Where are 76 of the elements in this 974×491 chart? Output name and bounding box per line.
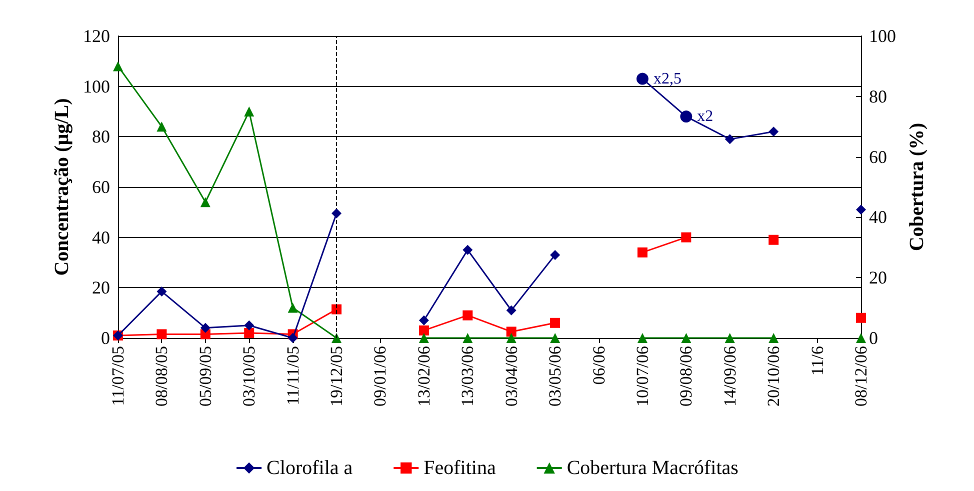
x-tick-label: 14/09/06 [720, 346, 740, 406]
point [506, 305, 516, 316]
point [506, 333, 516, 343]
y2-tick-label: 80 [869, 86, 887, 106]
y-tick-label: 120 [83, 26, 110, 46]
point [244, 106, 254, 116]
legend-label: Cobertura Macrófitas [566, 457, 739, 479]
point [156, 122, 167, 132]
x-tick-label: 19/12/05 [327, 346, 346, 406]
point [418, 333, 429, 343]
point [418, 315, 429, 326]
y-tick-label: 20 [92, 278, 110, 298]
x-tick-label: 03/05/06 [546, 346, 565, 406]
x-tick-label: 09/01/06 [370, 346, 390, 406]
point [637, 333, 648, 343]
y-axis-title: Concentração (µg/L) [51, 98, 74, 276]
x-tick-label: 11/11/05 [283, 346, 302, 406]
point [506, 326, 516, 337]
x-tick-label: 10/07/06 [632, 346, 652, 406]
point [462, 244, 473, 255]
point [288, 302, 298, 313]
point [113, 61, 123, 72]
point [856, 312, 866, 323]
y-tick-label: 0 [101, 328, 110, 348]
point [462, 310, 473, 320]
x-tick-label: 13/02/06 [414, 346, 434, 406]
point [200, 197, 210, 208]
point [200, 322, 210, 333]
point [332, 208, 342, 218]
x-tick-label: 11/6 [808, 346, 827, 376]
point [724, 134, 735, 144]
x-tick-label: 03/10/05 [240, 346, 259, 406]
y-tick-label: 40 [92, 227, 110, 248]
point [768, 333, 779, 343]
y-tick-label: 100 [83, 76, 110, 96]
x-tick-label: 03/04/06 [502, 346, 521, 406]
point [768, 126, 779, 137]
annotation: x2 [697, 108, 714, 126]
x-tick-label: 11/07/05 [108, 346, 128, 406]
x-tick-label: 13/03/06 [458, 346, 478, 406]
point [418, 325, 429, 336]
y2-tick-label: 0 [869, 328, 878, 348]
x-tick-label: 05/09/05 [196, 346, 215, 406]
y-tick-label: 80 [92, 126, 110, 147]
point [637, 247, 648, 258]
point [550, 318, 560, 328]
x-tick-label: 08/12/06 [852, 346, 870, 406]
point [856, 333, 866, 343]
point [724, 333, 735, 343]
x-tick-label: 06/06 [589, 346, 608, 385]
point [332, 304, 342, 314]
point [156, 329, 167, 340]
x-tick-label: 20/10/06 [764, 346, 784, 406]
legend-label: Clorofila a [266, 457, 353, 479]
point [462, 333, 473, 343]
point [244, 328, 254, 338]
y2-tick-label: 20 [869, 268, 887, 288]
point [288, 333, 298, 343]
point [332, 333, 342, 343]
point [681, 333, 692, 343]
y2-tick-label: 100 [869, 26, 896, 46]
y2-axis-title: Cobertura (%) [906, 122, 928, 252]
point [244, 320, 254, 330]
point [856, 204, 866, 215]
annotation: x2,5 [653, 70, 682, 88]
y2-tick-label: 60 [869, 146, 887, 167]
x-tick-label: 08/08/05 [152, 346, 172, 406]
y-tick-label: 60 [92, 177, 110, 197]
x-tick-label: 09/08/06 [676, 346, 696, 406]
point [156, 286, 167, 296]
y2-tick-label: 40 [869, 207, 887, 228]
point [768, 234, 779, 245]
legend-label: Feofitina [424, 457, 496, 479]
point [681, 232, 692, 242]
point [550, 333, 560, 343]
point [550, 250, 560, 260]
